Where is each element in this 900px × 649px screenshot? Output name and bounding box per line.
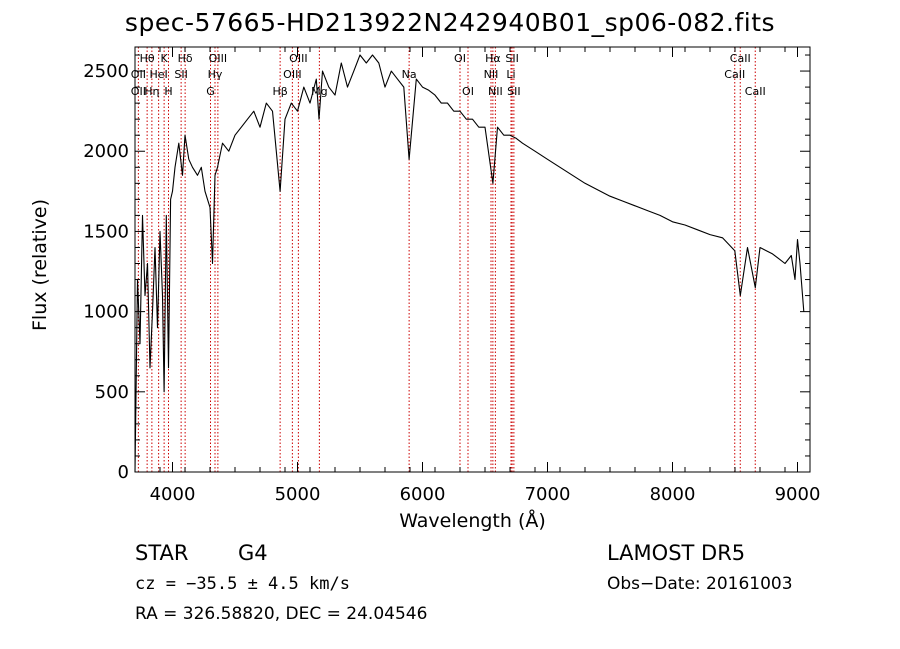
line-marker-label-2: Hδ bbox=[178, 52, 193, 65]
y-tick-label-5: 2500 bbox=[83, 61, 129, 82]
line-marker-label-26: SII bbox=[507, 85, 520, 98]
line-marker-label-24: OI bbox=[462, 85, 474, 98]
x-axis-ticks: 4000 5000 6000 7000 8000 9000 bbox=[134, 47, 821, 505]
line-marker-label-23: Mg bbox=[311, 85, 327, 98]
line-marker-label-9: OII bbox=[131, 68, 146, 81]
line-marker-label-4: OIII bbox=[289, 52, 307, 65]
observation-date: Obs−Date: 20161003 bbox=[607, 574, 793, 594]
x-tick-label-0: 4000 bbox=[150, 484, 196, 505]
x-tick-label-2: 6000 bbox=[400, 484, 446, 505]
line-marker-label-22: Hβ bbox=[272, 85, 287, 98]
y-tick-label-1: 500 bbox=[95, 382, 129, 403]
line-marker-label-1: K bbox=[161, 52, 169, 65]
line-marker-label-16: Li bbox=[506, 68, 515, 81]
line-marker-label-7: SII bbox=[505, 52, 518, 65]
plot-frame bbox=[134, 46, 811, 473]
line-marker-label-21: G bbox=[206, 85, 215, 98]
line-marker-label-15: NII bbox=[484, 68, 499, 81]
x-axis-label: Wavelength (Å) bbox=[399, 510, 546, 532]
line-marker-label-group: Hθ K Hδ OIII OIII OI Hα SII CaII OII HeI SII Hγ OIII N… bbox=[131, 52, 766, 98]
line-marker-label-5: OI bbox=[454, 52, 466, 65]
line-marker-label-27: CaII bbox=[745, 85, 766, 98]
line-marker-label-25: NII bbox=[488, 85, 503, 98]
line-marker-label-11: SII bbox=[174, 68, 187, 81]
line-marker-label-14: Na bbox=[402, 68, 417, 81]
x-tick-label-3: 7000 bbox=[525, 484, 571, 505]
y-axis-ticks: 0 500 1000 1500 2000 2500 bbox=[83, 54, 810, 483]
line-marker-label-12: Hγ bbox=[208, 68, 223, 81]
object-subclass: G4 bbox=[238, 541, 268, 565]
line-marker-label-13: OIII bbox=[283, 68, 301, 81]
y-tick-label-2: 1000 bbox=[83, 302, 129, 323]
line-marker-label-8: CaII bbox=[730, 52, 751, 65]
y-tick-label-0: 0 bbox=[118, 462, 129, 483]
x-tick-label-5: 9000 bbox=[775, 484, 821, 505]
survey-name: LAMOST DR5 bbox=[607, 541, 746, 565]
line-marker-label-17: CaII bbox=[724, 68, 745, 81]
line-marker-label-6: Hα bbox=[485, 52, 501, 65]
y-axis-label: Flux (relative) bbox=[29, 198, 51, 332]
y-tick-label-4: 2000 bbox=[83, 141, 129, 162]
object-class: STAR bbox=[135, 541, 189, 565]
line-marker-group bbox=[137, 47, 756, 472]
ra-dec: RA = 326.58820, DEC = 24.04546 bbox=[135, 604, 428, 624]
x-tick-label-4: 8000 bbox=[650, 484, 696, 505]
spectrum-line bbox=[134, 54, 805, 473]
line-marker-label-20: H bbox=[164, 85, 172, 98]
chart-title: spec-57665-HD213922N242940B01_sp06-082.f… bbox=[124, 8, 776, 37]
line-marker-label-0: Hθ bbox=[140, 52, 155, 65]
x-tick-label-1: 5000 bbox=[275, 484, 321, 505]
line-marker-label-3: OIII bbox=[209, 52, 227, 65]
y-tick-label-3: 1500 bbox=[83, 221, 129, 242]
line-marker-label-19: Hη bbox=[144, 85, 159, 98]
line-marker-label-10: HeI bbox=[149, 68, 167, 81]
redshift-cz: cz = −35.5 ± 4.5 km/s bbox=[135, 574, 350, 594]
